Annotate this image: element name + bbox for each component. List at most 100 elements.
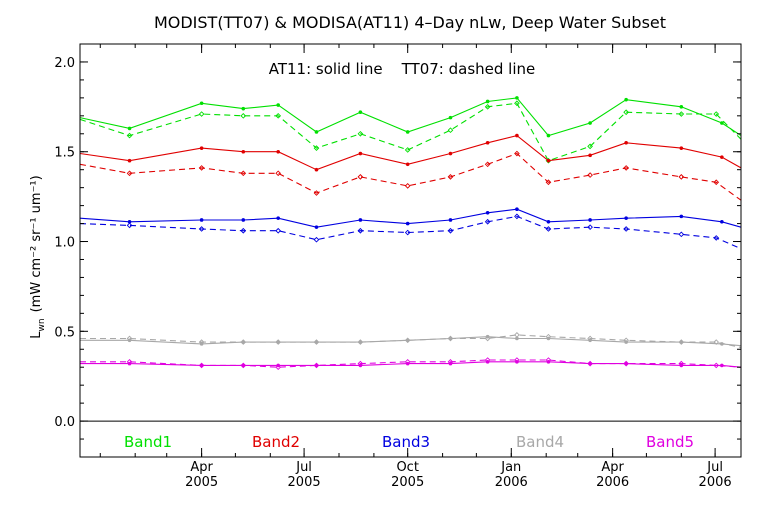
y-axis-label: Lwn (mW cm⁻² sr⁻¹ um⁻¹) (29, 175, 47, 338)
band2-solid-point (276, 149, 280, 154)
x-tick-label-month: Oct (396, 460, 418, 475)
band2-solid-point (127, 158, 132, 163)
band1-solid-point (405, 130, 410, 134)
band1-solid-point (358, 110, 363, 115)
x-tick-label-year: 2005 (288, 475, 321, 490)
band1-dashed-point (484, 104, 491, 110)
band1-solid-point (127, 126, 132, 131)
band2-dashed-point (357, 174, 364, 180)
series-band3 (79, 207, 742, 250)
axes: 0.00.51.01.52.0Apr2005Jul2005Oct2005Jan2… (54, 43, 742, 490)
band5-solid-point (485, 360, 490, 364)
band2-solid-point (314, 167, 319, 172)
band1-dashed-point (514, 100, 520, 107)
band3-solid-point (199, 218, 204, 222)
y-tick-label: 1.0 (54, 236, 75, 251)
band3-solid-point (127, 219, 132, 224)
band4-solid-point (624, 340, 628, 344)
band3-dashed-point (126, 222, 133, 229)
band1-solid-point (720, 121, 724, 125)
band5-solid-point (127, 361, 132, 366)
band1-dashed-point (126, 132, 133, 139)
x-tick-label-month: Apr (601, 460, 624, 475)
y-tick-label: 0.5 (54, 325, 75, 340)
series-band4 (80, 332, 742, 349)
band1-solid-point (679, 105, 684, 109)
band2-dashed-point (713, 179, 720, 186)
legend-band2: Band2 (252, 433, 300, 451)
series-band5 (80, 357, 742, 371)
band5-solid-point (241, 363, 246, 368)
band3-solid-point (241, 218, 246, 222)
band5-solid-point (448, 361, 453, 366)
band2-solid-point (679, 146, 684, 150)
legend-band4: Band4 (516, 433, 564, 451)
band4-solid-point (546, 336, 551, 341)
x-tick-label-month: Jul (706, 460, 723, 475)
band4-solid-point (720, 342, 724, 346)
band2-dashed-point (275, 170, 282, 177)
band3-solid-line (79, 208, 742, 228)
band4-solid-point (127, 338, 132, 343)
y-axis-label-symbol: L (29, 331, 44, 339)
band2-dashed-point (678, 174, 685, 180)
legend-band5: Band5 (646, 433, 694, 451)
band2-solid-line (79, 135, 742, 171)
band4-solid-point (515, 336, 519, 341)
x-tick-label-month: Apr (190, 460, 213, 475)
x-tick-label-month: Jul (295, 460, 312, 475)
series-band2 (79, 133, 742, 201)
band2-solid-point (485, 140, 490, 145)
band1-dashed-point (678, 111, 685, 117)
band5-dashed-line (80, 359, 742, 368)
band3-solid-point (515, 207, 519, 211)
band4-dashed-point (514, 332, 520, 338)
legend-band1: Band1 (124, 433, 172, 451)
band2-solid-point (199, 146, 204, 150)
band1-dashed-point (313, 145, 320, 151)
band3-dashed-point (404, 229, 411, 236)
band5-solid-point (679, 363, 684, 368)
band3-dashed-point (447, 227, 454, 234)
band2-solid-point (588, 153, 592, 158)
band1-solid-point (276, 103, 280, 107)
band2-dashed-point (587, 172, 593, 178)
band2-solid-point (546, 158, 551, 163)
band3-solid-point (358, 218, 363, 222)
band1-solid-point (588, 121, 592, 125)
chart-title: MODIST(TT07) & MODISA(AT11) 4–Day nLw, D… (154, 13, 666, 32)
band2-solid-point (358, 151, 363, 156)
band5-solid-point (358, 363, 363, 368)
band5-solid-line (80, 361, 742, 368)
band3-dashed-point (240, 227, 247, 234)
band2-dashed-point (313, 190, 320, 196)
band3-solid-point (546, 219, 551, 224)
band5-solid-point (405, 361, 410, 366)
x-tick-label-year: 2006 (596, 475, 629, 490)
band2-solid-point (624, 140, 628, 145)
x-tick-label-month: Jan (500, 460, 521, 475)
band1-solid-point (448, 115, 453, 120)
band3-dashed-point (587, 224, 593, 230)
x-tick-label-year: 2005 (391, 475, 424, 490)
band3-dashed-line (79, 215, 742, 250)
band5-solid-point (199, 363, 204, 368)
band3-dashed-point (545, 226, 552, 232)
band4-solid-point (588, 338, 592, 343)
band3-dashed-point (357, 227, 364, 234)
band3-dashed-point (678, 231, 685, 238)
x-tick-label-year: 2006 (699, 475, 732, 490)
band4-solid-point (485, 334, 490, 339)
band2-solid-point (405, 162, 410, 167)
band4-solid-point (314, 340, 319, 344)
legend-band3: Band3 (382, 433, 430, 451)
band1-solid-point (546, 133, 551, 138)
band1-dashed-point (713, 111, 720, 117)
band4-solid-point (679, 340, 684, 344)
band2-dashed-line (79, 152, 742, 201)
band4-solid-point (276, 340, 280, 344)
y-tick-label: 0.0 (54, 415, 75, 430)
band2-dashed-point (404, 183, 411, 189)
band1-dashed-point (447, 127, 454, 134)
